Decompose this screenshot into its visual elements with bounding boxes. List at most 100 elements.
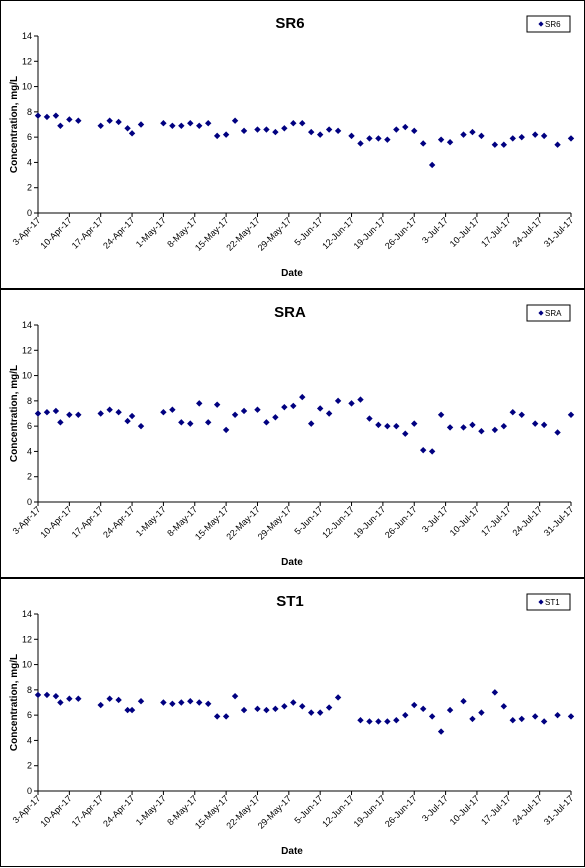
data-point: [357, 717, 364, 724]
data-point: [299, 120, 306, 127]
y-tick-label: 12: [22, 56, 32, 66]
data-point: [437, 728, 445, 735]
data-point: [509, 409, 516, 416]
data-point: [325, 126, 333, 133]
data-point: [187, 698, 194, 705]
chart-svg-sra: SRA 0 2 4 6 8 10 12 14 3-Apr-1710-Apr-1717-Apr-17…: [9, 304, 575, 568]
data-point: [57, 419, 64, 426]
data-point: [393, 717, 400, 724]
y-axis-label: Concentration, mg/L: [9, 76, 20, 173]
x-tick-label: 3-Apr-17: [11, 793, 43, 825]
chart-panel-sra: SRA 0 2 4 6 8 10 12 14 3-Apr-17 10-Apr-17 17-Apr-17…: [0, 289, 585, 578]
data-point: [509, 135, 516, 142]
data-point: [428, 713, 436, 720]
chart-panel-sr6: SR6 0 2 4 6 8 10 12 14 3-Apr-17 10-Apr-17 17-Apr-17…: [0, 0, 585, 289]
legend: SRA: [526, 304, 571, 322]
data-point: [334, 694, 342, 701]
data-point: [325, 410, 333, 417]
data-point: [540, 718, 548, 725]
x-tick-label: 12-Jun-17: [320, 504, 356, 540]
x-tick-label: 26-Jun-17: [383, 215, 419, 251]
legend-box: [526, 304, 571, 322]
data-point: [500, 703, 508, 710]
data-point: [402, 711, 409, 719]
x-tick-label: 19-Jun-17: [352, 504, 388, 540]
data-point: [97, 410, 104, 417]
data-point: [334, 397, 342, 405]
data-point: [213, 401, 221, 408]
data-point: [491, 689, 499, 696]
chart-panel-st1: ST1 0 2 4 6 8 10 12 14 3-Apr-17 10-Apr-17 17-Apr-17…: [0, 578, 585, 867]
data-point: [34, 112, 42, 119]
x-tick-label: 17-Apr-17: [70, 215, 105, 250]
data-point: [491, 141, 499, 148]
x-tick-label: 3-Jul-17: [420, 504, 450, 534]
data-point: [128, 412, 136, 420]
data-point: [231, 117, 239, 124]
data-point: [106, 117, 113, 124]
data-point: [281, 403, 288, 411]
data-point: [290, 402, 297, 410]
data-point: [97, 122, 104, 129]
legend-marker: [538, 310, 544, 316]
x-tick-label: 17-Jul-17: [479, 793, 513, 827]
data-point: [290, 120, 297, 127]
x-tick-label: 17-Jul-17: [479, 215, 513, 249]
data-point: [196, 699, 203, 706]
data-point: [106, 695, 113, 702]
data-point: [52, 112, 60, 119]
data-point: [222, 131, 230, 138]
data-point: [554, 711, 561, 719]
y-tick-label: 2: [27, 472, 32, 482]
y-tick-label: 6: [27, 710, 32, 720]
data-point: [509, 717, 516, 724]
data-point: [428, 448, 436, 455]
chart-svg-st1: ST1 0 2 4 6 8 10 12 14 3-Apr-1710-Apr-1717-Apr-17…: [9, 593, 575, 857]
y-tick-label: 4: [27, 735, 32, 745]
y-tick-label: 14: [22, 320, 32, 330]
data-point: [75, 117, 82, 124]
data-point: [446, 706, 454, 714]
data-point: [43, 691, 51, 699]
data-point: [437, 136, 445, 143]
data-point: [240, 407, 248, 415]
data-point: [115, 409, 122, 416]
data-point: [393, 126, 400, 133]
data-point: [437, 411, 445, 418]
x-tick-label: 29-May-17: [256, 793, 293, 830]
data-point: [299, 703, 306, 710]
data-point: [334, 127, 342, 135]
data-point: [469, 715, 476, 723]
data-point: [316, 405, 324, 412]
data-point: [478, 428, 485, 435]
data-point: [402, 123, 409, 131]
legend-marker: [538, 599, 544, 605]
x-tick-label: 29-May-17: [256, 215, 293, 252]
data-point: [281, 125, 288, 132]
data-point: [272, 705, 279, 713]
data-point: [308, 709, 315, 716]
data-point: [222, 426, 230, 434]
data-point: [357, 396, 364, 403]
x-axis-label: Date: [281, 268, 303, 279]
data-point: [357, 140, 364, 147]
data-point: [240, 706, 248, 714]
legend-label: ST1: [545, 598, 560, 607]
data-point: [205, 700, 212, 707]
data-point: [348, 132, 355, 140]
x-tick-label: 3-Jul-17: [420, 793, 450, 823]
x-tick-label: 31-Jul-17: [542, 215, 576, 249]
data-point: [178, 419, 185, 426]
data-point: [411, 701, 418, 709]
data-point: [66, 411, 73, 418]
data-point: [478, 132, 485, 140]
data-point: [43, 113, 51, 121]
x-tick-label: 10-Jul-17: [448, 504, 482, 538]
data-point: [137, 121, 145, 128]
x-tick-label: 12-Jun-17: [320, 793, 356, 829]
data-point: [169, 406, 176, 413]
data-point: [554, 429, 561, 436]
data-point: [254, 126, 261, 133]
data-point: [348, 400, 355, 407]
data-point: [205, 120, 212, 127]
